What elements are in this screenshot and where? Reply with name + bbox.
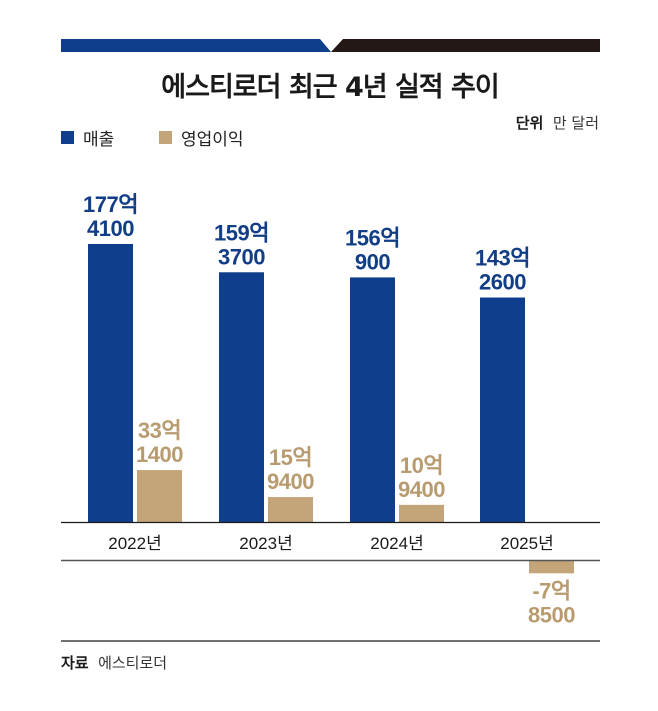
x-axis-labels: 2022년 2023년 2024년 2025년 xyxy=(108,534,553,553)
legend-label-operating-profit: 영업이익 xyxy=(181,130,244,150)
value-label-revenue-2-line2: 3700 xyxy=(218,244,265,269)
source-label: 자료 xyxy=(61,654,89,672)
x-tick-label: 2024년 xyxy=(370,534,423,553)
value-label-revenue-1-line2: 4100 xyxy=(87,216,134,241)
x-tick-label: 2023년 xyxy=(239,534,292,553)
unit-label: 단위 xyxy=(516,114,544,132)
unit-note: 단위 만 달러 xyxy=(516,114,599,132)
value-label-revenue-1-line1: 177억 xyxy=(83,192,138,217)
header-bar-left xyxy=(61,39,331,52)
x-tick-label: 2022년 xyxy=(108,534,161,553)
value-label-operating-profit-4-line1: -7억 xyxy=(532,578,570,603)
bar-revenue-4 xyxy=(480,297,525,522)
value-label-operating-profit-2-line2: 9400 xyxy=(267,469,314,494)
value-label-operating-profit-1-line1: 33억 xyxy=(138,418,181,443)
unit-value: 만 달러 xyxy=(553,114,599,132)
header-bar-right xyxy=(331,39,600,52)
value-label-revenue-4-line2: 2600 xyxy=(479,270,526,295)
value-label-revenue-3-line2: 900 xyxy=(355,249,390,274)
bars xyxy=(88,244,574,574)
value-label-revenue-4-line1: 143억 xyxy=(475,246,530,271)
value-label-operating-profit-3-line2: 9400 xyxy=(398,477,445,502)
source-note: 자료 에스티로더 xyxy=(61,654,167,672)
bar-revenue-3 xyxy=(350,277,395,522)
source-value: 에스티로더 xyxy=(98,654,167,672)
bar-operating-profit-4 xyxy=(529,561,574,574)
legend-swatch-revenue xyxy=(61,131,74,144)
value-label-operating-profit-2-line1: 15억 xyxy=(269,445,312,470)
legend: 매출 영업이익 xyxy=(61,130,244,150)
chart-title: 에스티로더 최근 4년 실적 추이 xyxy=(161,72,498,103)
bar-revenue-1 xyxy=(88,244,133,522)
bar-operating-profit-3 xyxy=(399,504,444,522)
value-label-operating-profit-4-line2: 8500 xyxy=(528,602,575,627)
x-tick-label: 2025년 xyxy=(500,534,553,553)
legend-swatch-operating-profit xyxy=(159,131,172,144)
value-label-operating-profit-3-line1: 10억 xyxy=(400,453,443,478)
bar-revenue-2 xyxy=(219,272,264,522)
bar-operating-profit-2 xyxy=(268,497,313,522)
value-label-revenue-3-line1: 156억 xyxy=(345,225,400,250)
bar-operating-profit-1 xyxy=(137,470,182,522)
value-label-revenue-2-line1: 159억 xyxy=(214,220,269,245)
value-label-operating-profit-1-line2: 1400 xyxy=(136,442,183,467)
legend-label-revenue: 매출 xyxy=(83,130,114,150)
